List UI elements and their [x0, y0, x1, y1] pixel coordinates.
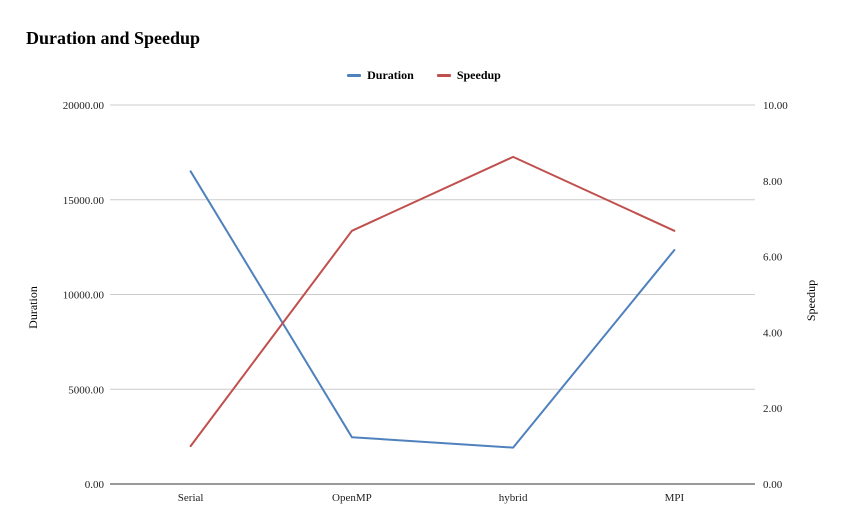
x-axis-tick-label: hybrid — [499, 492, 528, 504]
chart-legend: Duration Speedup — [0, 66, 848, 83]
legend-item-duration: Duration — [347, 68, 414, 83]
chart-title: Duration and Speedup — [26, 28, 201, 48]
series-lines — [189, 155, 676, 449]
y-axis-left-ticks: 0.00 5000.00 10000.00 15000.00 20000.00 — [63, 100, 105, 491]
gridlines — [110, 104, 755, 485]
y-axis-left-tick-label: 0.00 — [85, 479, 105, 491]
y-axis-right-tick-label: 2.00 — [763, 403, 783, 415]
y-axis-left-tick-label: 10000.00 — [63, 290, 105, 302]
legend-label-duration: Duration — [367, 68, 414, 82]
legend-swatch-speedup — [436, 74, 451, 77]
legend-label-speedup: Speedup — [456, 68, 501, 82]
x-axis-tick-label: MPI — [665, 492, 685, 504]
x-axis-tick-label: OpenMP — [332, 492, 372, 504]
x-axis-tick-label: Serial — [178, 492, 204, 504]
series-line-speedup — [189, 155, 676, 448]
y-axis-right-tick-label: 0.00 — [763, 479, 783, 491]
legend-swatch-duration — [347, 74, 362, 77]
y-axis-left-tick-label: 20000.00 — [63, 100, 105, 112]
y-axis-left-tick-label: 15000.00 — [63, 195, 105, 207]
y-axis-right-tick-label: 4.00 — [763, 327, 783, 339]
y-axis-right-tick-label: 8.00 — [763, 176, 783, 188]
x-axis-ticks: Serial OpenMP hybrid MPI — [178, 492, 685, 504]
y-axis-right-ticks: 0.00 2.00 4.00 6.00 8.00 10.00 — [763, 100, 788, 491]
legend-item-speedup: Speedup — [436, 68, 501, 83]
series-line-duration — [189, 170, 676, 449]
y-axis-right-tick-label: 10.00 — [763, 100, 788, 112]
y-axis-left-tick-label: 5000.00 — [68, 384, 104, 396]
y-axis-right-tick-label: 6.00 — [763, 252, 783, 264]
